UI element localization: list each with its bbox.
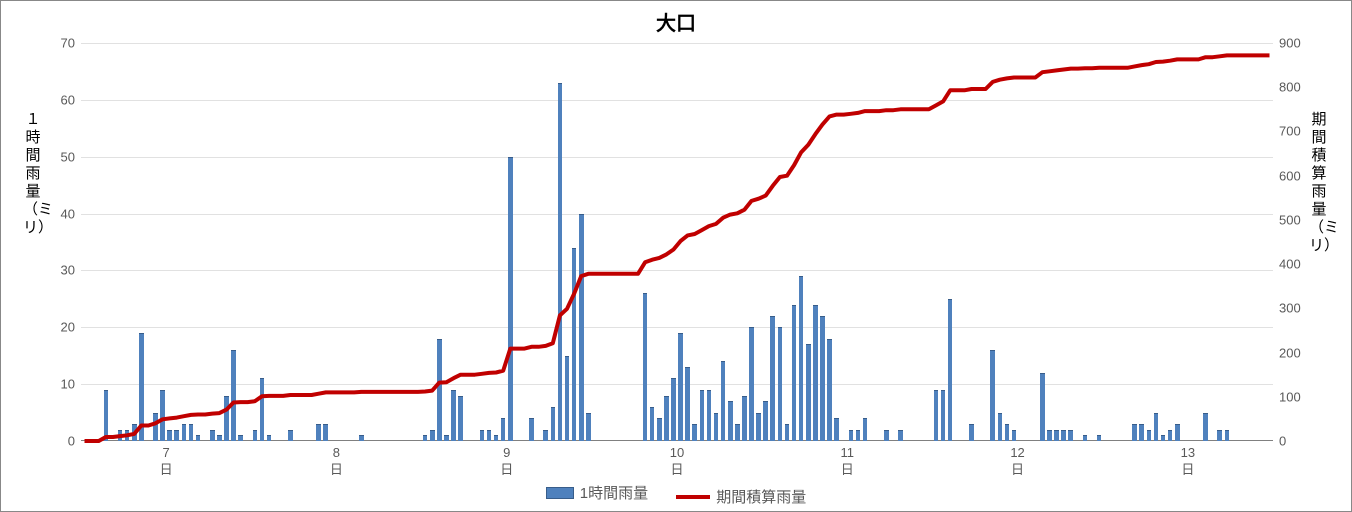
plot-area: 0102030405060700100200300400500600700800… <box>81 43 1273 441</box>
y2-tick: 900 <box>1273 36 1301 51</box>
y1-tick: 40 <box>61 206 81 221</box>
y2-tick: 500 <box>1273 212 1301 227</box>
x-tick: 11 日 <box>841 441 855 479</box>
legend-label-bar: 1時間雨量 <box>580 482 648 503</box>
legend: 1時間雨量 期間積算雨量 <box>1 482 1351 507</box>
line-overlay <box>81 43 1273 441</box>
y2-tick: 400 <box>1273 257 1301 272</box>
x-tick: 10 日 <box>670 441 684 479</box>
y1-tick: 50 <box>61 149 81 164</box>
legend-item-bar: 1時間雨量 <box>546 482 648 503</box>
y2-tick: 0 <box>1273 434 1286 449</box>
x-tick: 13 日 <box>1181 441 1195 479</box>
y1-tick: 0 <box>68 434 81 449</box>
y2-axis-label: 期間積算雨量（ミリ） <box>1309 111 1329 255</box>
y1-tick: 20 <box>61 320 81 335</box>
legend-swatch-bar <box>546 487 574 499</box>
y2-tick: 100 <box>1273 389 1301 404</box>
rainfall-chart: 大口 １時間雨量（ミリ） 期間積算雨量（ミリ） 0102030405060700… <box>0 0 1352 512</box>
legend-label-line: 期間積算雨量 <box>716 486 806 507</box>
legend-item-line: 期間積算雨量 <box>676 486 806 507</box>
y1-axis-label: １時間雨量（ミリ） <box>23 111 43 237</box>
x-tick: 12 日 <box>1010 441 1024 479</box>
y1-tick: 30 <box>61 263 81 278</box>
y2-tick: 700 <box>1273 124 1301 139</box>
cumulative-line <box>85 55 1270 441</box>
y2-tick: 300 <box>1273 301 1301 316</box>
x-tick: 9 日 <box>500 441 513 479</box>
legend-swatch-line <box>676 495 710 499</box>
y2-tick: 200 <box>1273 345 1301 360</box>
x-tick: 8 日 <box>330 441 343 479</box>
y1-tick: 10 <box>61 377 81 392</box>
y1-tick: 70 <box>61 36 81 51</box>
x-tick: 7 日 <box>160 441 173 479</box>
y2-tick: 600 <box>1273 168 1301 183</box>
y2-tick: 800 <box>1273 80 1301 95</box>
y1-tick: 60 <box>61 92 81 107</box>
chart-title: 大口 <box>1 7 1351 36</box>
